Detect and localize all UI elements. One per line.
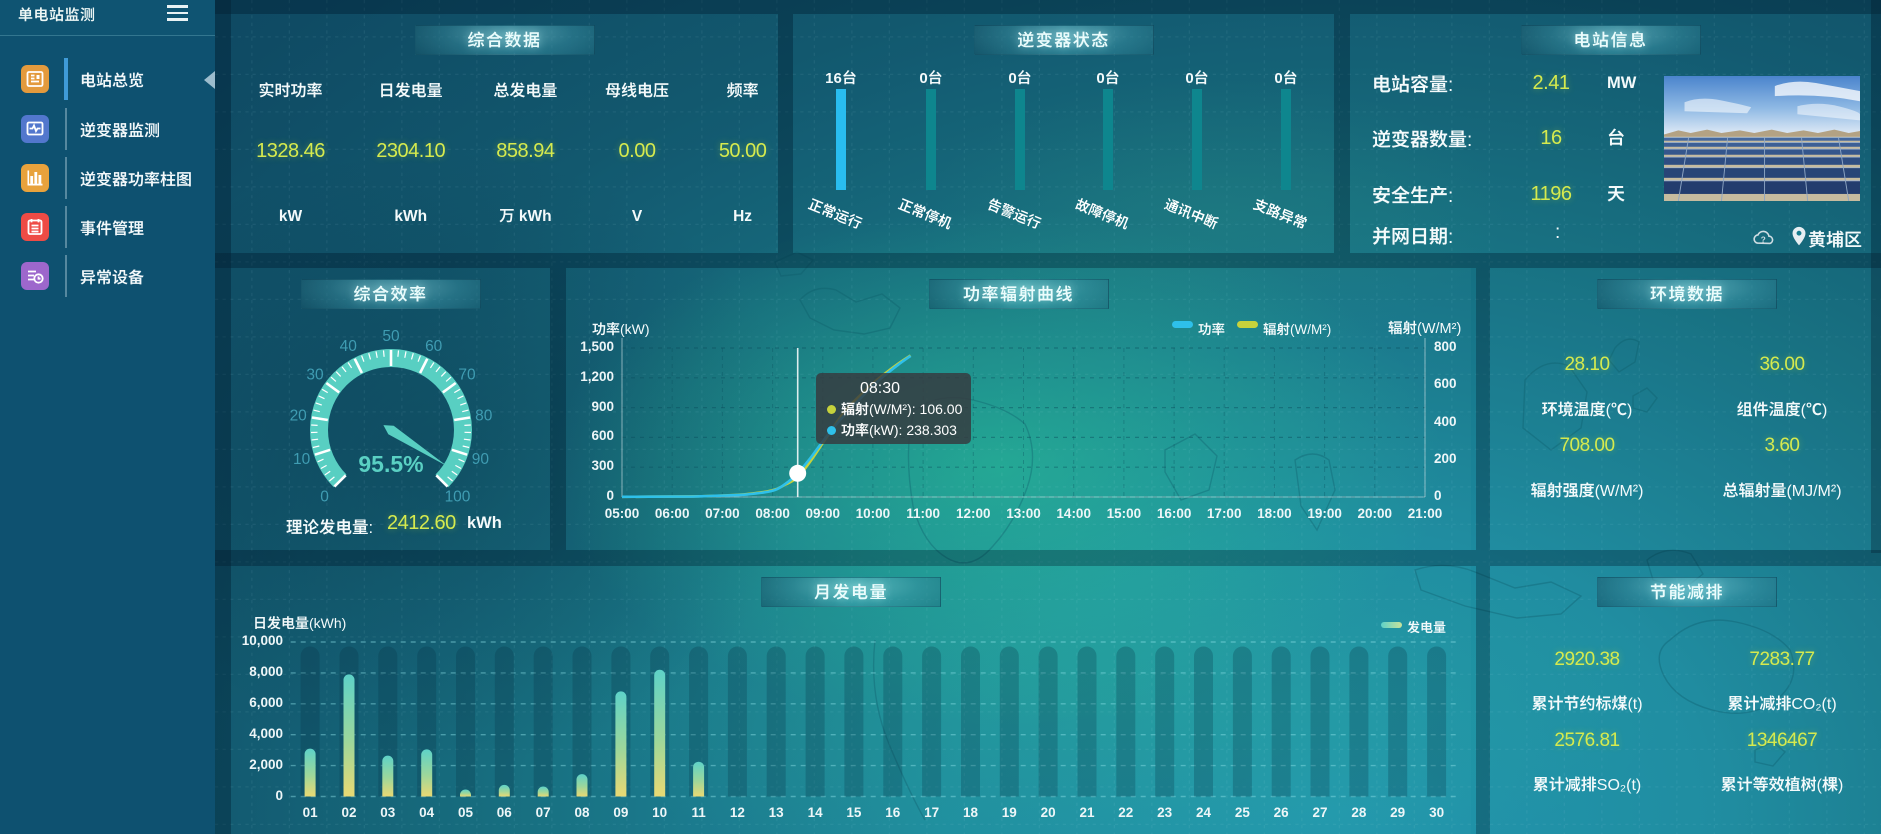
svg-text:100: 100 bbox=[445, 489, 471, 506]
svg-text:80: 80 bbox=[475, 407, 493, 424]
svg-text:60: 60 bbox=[425, 338, 443, 355]
svg-text:20: 20 bbox=[290, 407, 308, 424]
svg-text:10: 10 bbox=[293, 451, 311, 468]
svg-text:50: 50 bbox=[382, 328, 400, 345]
svg-text:40: 40 bbox=[340, 338, 358, 355]
svg-text:?: ? bbox=[1761, 235, 1766, 244]
svg-text:0: 0 bbox=[320, 489, 329, 506]
svg-text:90: 90 bbox=[472, 451, 490, 468]
svg-text:30: 30 bbox=[306, 367, 324, 384]
svg-text:70: 70 bbox=[458, 367, 476, 384]
